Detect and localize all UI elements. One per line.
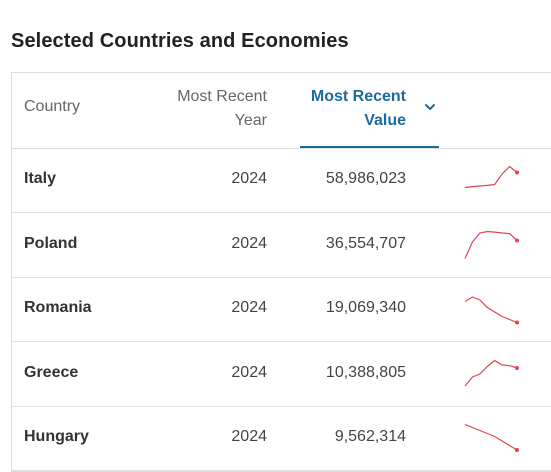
table-row[interactable]: Greece 2024 10,388,805	[12, 342, 551, 407]
cell-value: 9,562,314	[334, 428, 406, 445]
table-row[interactable]: Romania 2024 19,069,340	[12, 277, 551, 342]
cell-country: Italy	[24, 170, 57, 187]
cell-country: Hungary	[24, 428, 89, 445]
column-header-year-line2: Year	[234, 112, 267, 129]
countries-table: Country Most Recent Year Most Recent Val…	[11, 72, 551, 472]
section-title: Selected Countries and Economies	[11, 30, 349, 52]
cell-value: 10,388,805	[325, 363, 406, 381]
column-header-value-line2: Value	[364, 112, 406, 129]
cell-value: 19,069,340	[325, 299, 406, 316]
table-row[interactable]: Poland 2024 36,554,707	[12, 213, 551, 278]
cell-country: Poland	[24, 234, 78, 252]
column-header-country[interactable]: Country	[24, 98, 81, 115]
sparkline-line	[464, 230, 518, 259]
sparkline-line	[464, 165, 518, 189]
sparkline-line	[464, 296, 518, 324]
column-header-year-line1: Most Recent	[177, 88, 267, 105]
cell-value: 36,554,707	[325, 234, 406, 252]
cell-year: 2024	[231, 234, 267, 252]
sparkline	[464, 296, 519, 325]
column-header-value[interactable]: Most Recent Value	[300, 73, 439, 148]
cell-value: 58,986,023	[325, 170, 406, 187]
column-header-year[interactable]: Most Recent Year	[137, 85, 267, 133]
sparkline-endpoint	[515, 238, 519, 242]
column-header-value-label: Most Recent Value	[296, 85, 406, 133]
sparkline	[464, 230, 519, 259]
cell-year: 2024	[231, 170, 267, 187]
sparkline-line	[464, 423, 518, 451]
sparkline	[464, 359, 519, 386]
cell-year: 2024	[231, 299, 267, 316]
sparkline-endpoint	[515, 448, 519, 452]
table-row[interactable]: Italy 2024 58,986,023	[12, 148, 551, 213]
cell-year: 2024	[231, 363, 267, 381]
sparkline	[464, 165, 519, 189]
sparkline-line	[464, 359, 518, 386]
cell-year: 2024	[231, 428, 267, 445]
sparkline-endpoint	[515, 320, 519, 325]
sparkline	[464, 423, 519, 452]
chevron-down-icon[interactable]	[424, 101, 436, 113]
sparkline-endpoint	[515, 170, 519, 175]
column-header-value-line1: Most Recent	[310, 88, 406, 105]
table-header: Country Most Recent Year Most Recent Val…	[12, 73, 551, 149]
table-row[interactable]: Hungary 2024 9,562,314	[12, 406, 551, 471]
sparkline-endpoint	[515, 365, 519, 370]
cell-country: Romania	[24, 299, 92, 316]
cell-country: Greece	[24, 363, 79, 381]
